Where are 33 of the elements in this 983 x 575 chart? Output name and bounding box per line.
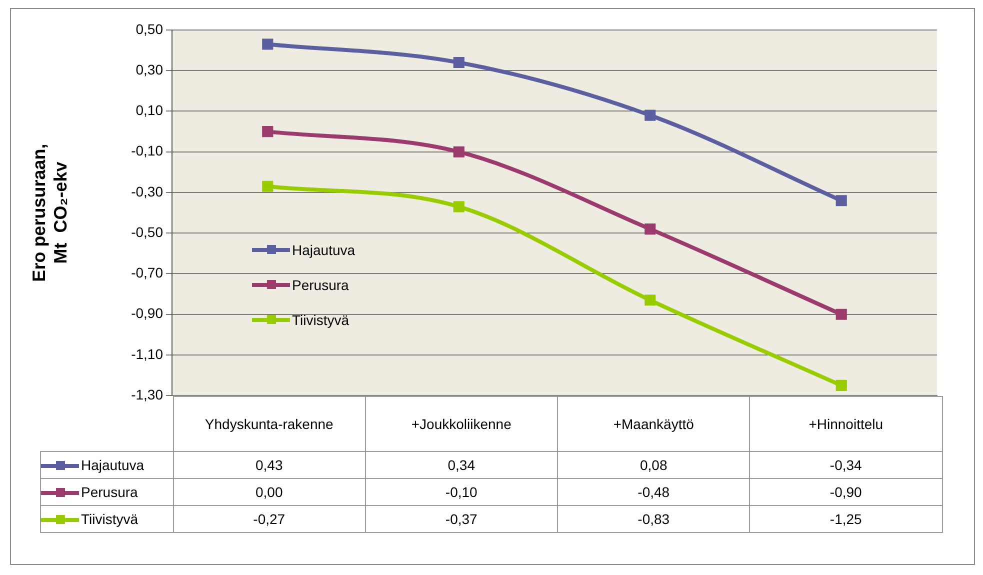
data-label: 0,08 — [558, 451, 750, 478]
data-label: -0,34 — [750, 451, 942, 478]
text: Tiivistyvä — [81, 510, 138, 527]
y-tick-label: -1,30 — [131, 386, 164, 402]
x-tick-label: +Maankäyttö — [558, 396, 750, 452]
data-label: -0,48 — [558, 478, 750, 506]
data-label: -0,27 — [173, 505, 366, 532]
data-label: 0,43 — [173, 451, 366, 478]
data-label: -0,90 — [750, 478, 942, 506]
data-label: -0,10 — [365, 478, 558, 506]
x-tick-label: +Hinnoittelu — [750, 396, 942, 452]
data-label: -0,37 — [365, 505, 558, 532]
y-tick-label: -0,70 — [131, 264, 164, 281]
y-tick-label: -0,10 — [131, 142, 164, 159]
y-tick-label: -1,10 — [131, 346, 164, 362]
y-tick-label: 0,30 — [136, 61, 164, 78]
y-tick-label: 0,10 — [136, 102, 164, 118]
text: Perusura — [81, 484, 138, 500]
text: Hajautuva — [81, 456, 144, 473]
data-label: 0,00 — [173, 478, 366, 506]
y-tick-label: -0,50 — [131, 224, 164, 240]
y-tick-label: -0,90 — [131, 305, 164, 322]
data-label: -1,25 — [750, 505, 942, 532]
x-tick-label: +Joukkoliikenne — [365, 396, 558, 452]
legend-label: Hajautuva — [292, 242, 356, 258]
y-tick-label: 0,50 — [136, 20, 164, 37]
data-label: -0,83 — [558, 505, 750, 532]
legend-label: Tiivistyvä — [292, 312, 350, 328]
x-tick-label: Yhdyskunta-rakenne — [173, 396, 366, 452]
y-tick-label: -0,30 — [131, 183, 164, 200]
y-axis-title: Ero perusuraan, Mt CO₂-ekv — [28, 144, 70, 282]
legend-label: Perusura — [292, 277, 349, 294]
data-label: 0,34 — [365, 451, 558, 478]
